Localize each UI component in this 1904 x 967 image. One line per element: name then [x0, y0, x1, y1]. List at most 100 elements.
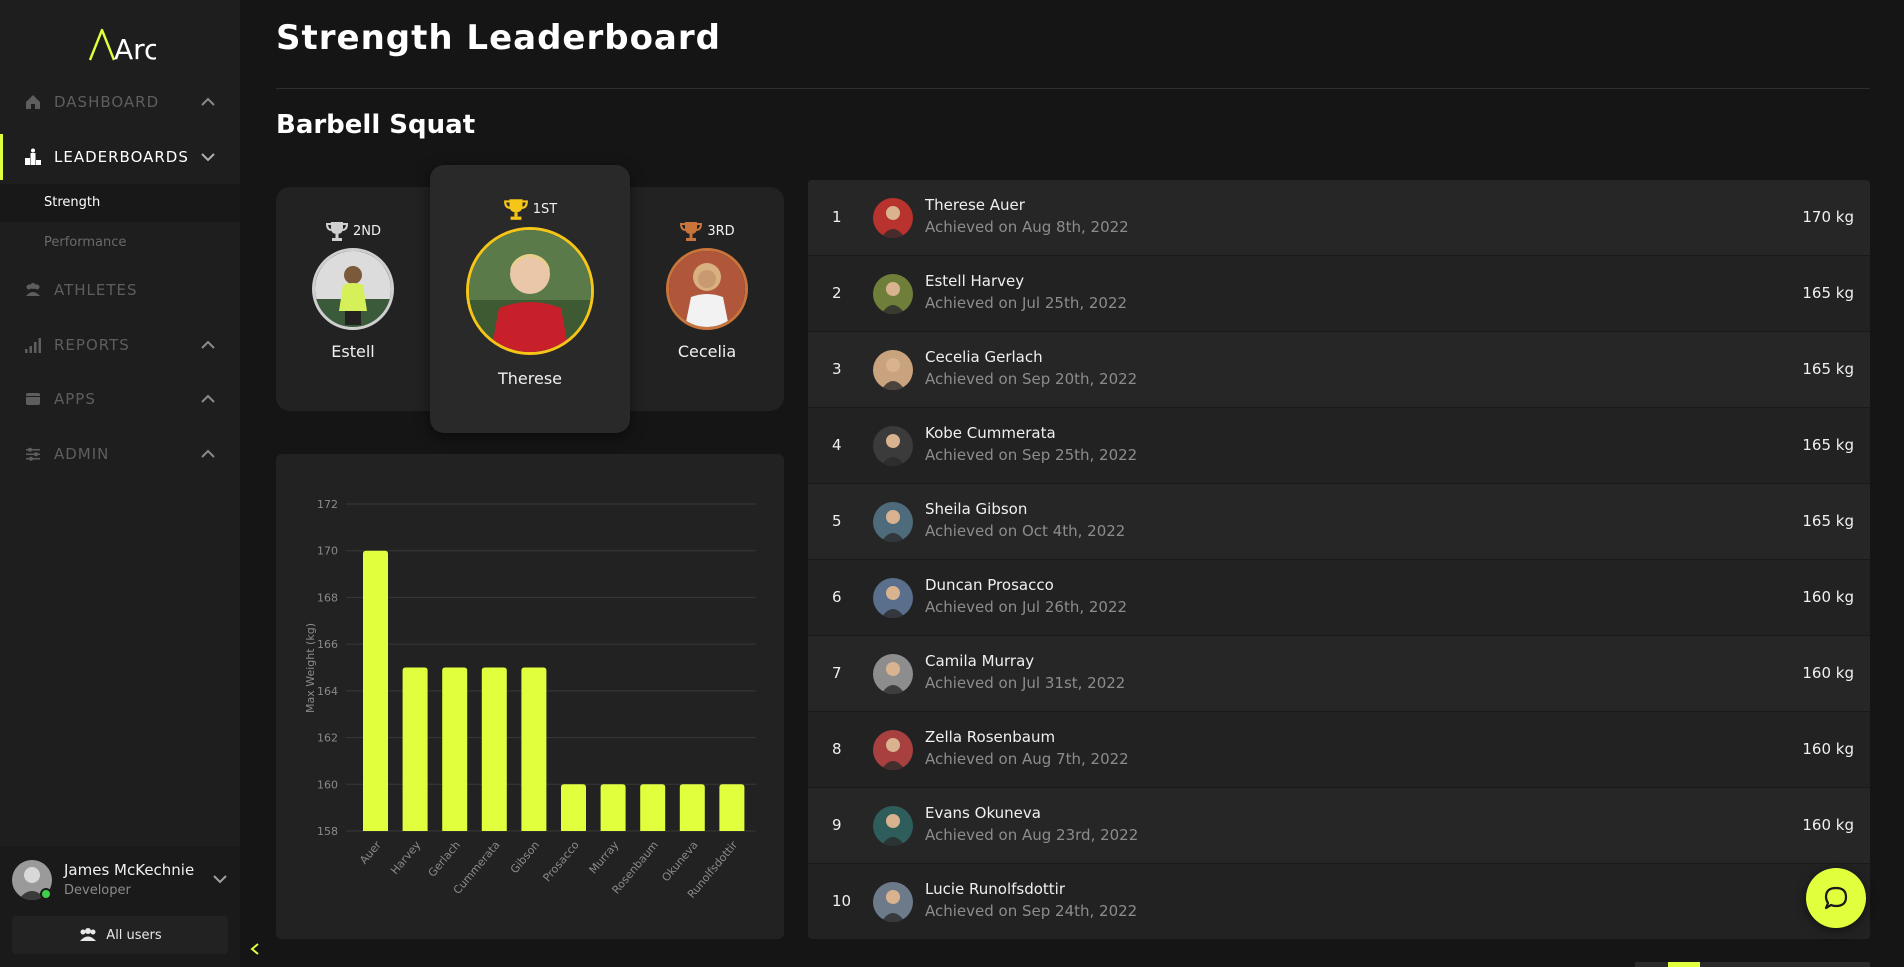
chevron-up-icon[interactable]: [200, 95, 216, 109]
leaderboard-row[interactable]: 3 Cecelia Gerlach Achieved on Sep 20th, …: [808, 332, 1870, 408]
users-icon: [26, 283, 40, 296]
leaderboard-row[interactable]: 1 Therese Auer Achieved on Aug 8th, 2022…: [808, 180, 1870, 256]
athlete-avatar[interactable]: [873, 882, 913, 922]
podium-name: Therese: [497, 369, 562, 388]
sidebar-item-admin[interactable]: Admin: [0, 434, 240, 474]
home-icon: [26, 95, 40, 109]
sidebar-item-apps[interactable]: Apps: [0, 379, 240, 419]
chart-bar[interactable]: [679, 784, 705, 831]
podium-first-card[interactable]: 1ST Therese: [430, 165, 630, 433]
chevron-down-icon[interactable]: [200, 150, 216, 164]
horizontal-scrollbar[interactable]: [1635, 962, 1870, 967]
arc-logo[interactable]: Arc: [86, 24, 159, 66]
max-weight: 165 kg: [1802, 436, 1854, 454]
athlete-name[interactable]: Lucie Runolfsdottir: [925, 880, 1066, 898]
y-tick-label: 170: [317, 545, 338, 558]
trophy-icon: [503, 199, 528, 220]
sidebar-item-reports[interactable]: Reports: [0, 325, 240, 365]
chart-bar[interactable]: [561, 784, 586, 831]
leaderboard-row[interactable]: 7 Camila Murray Achieved on Jul 31st, 20…: [808, 636, 1870, 712]
max-weight: 165 kg: [1802, 284, 1854, 302]
all-users-button[interactable]: All users: [12, 916, 228, 954]
chat-bubble-icon: [1824, 886, 1848, 910]
sidebar-collapse-button[interactable]: [244, 937, 266, 961]
athlete-avatar[interactable]: [873, 350, 913, 390]
athlete-avatar[interactable]: [873, 198, 913, 238]
sidebar-item-label: Admin: [54, 445, 110, 463]
athlete-avatar[interactable]: [873, 730, 913, 770]
row-rank: 4: [832, 436, 842, 454]
podium-second[interactable]: 2ND Estell: [292, 220, 414, 361]
chart-y-axis-label: Max Weight (kg): [304, 623, 317, 713]
athlete-avatar[interactable]: [873, 578, 913, 618]
athlete-avatar[interactable]: [873, 806, 913, 846]
chat-button[interactable]: [1806, 868, 1866, 928]
achieved-date: Achieved on Oct 4th, 2022: [925, 522, 1126, 540]
max-weight: 160 kg: [1802, 740, 1854, 758]
trophy-icon: [325, 222, 348, 241]
achieved-date: Achieved on Jul 25th, 2022: [925, 294, 1128, 312]
sidebar: Arc Dashboard Leaderboards Strength Perf…: [0, 0, 240, 967]
achieved-date: Achieved on Aug 8th, 2022: [925, 218, 1129, 236]
chevron-up-icon[interactable]: [200, 338, 216, 352]
sidebar-subitem-performance[interactable]: Performance: [0, 224, 240, 262]
chart-bar[interactable]: [442, 667, 468, 832]
y-tick-label: 168: [317, 591, 338, 604]
athlete-name[interactable]: Cecelia Gerlach: [925, 348, 1043, 366]
sidebar-item-label: Dashboard: [54, 93, 160, 111]
athlete-name[interactable]: Camila Murray: [925, 652, 1035, 670]
sidebar-subitem-strength[interactable]: Strength: [0, 184, 240, 222]
athlete-name[interactable]: Estell Harvey: [925, 272, 1025, 290]
row-rank: 3: [832, 360, 842, 378]
sidebar-item-athletes[interactable]: Athletes: [0, 270, 240, 310]
leaderboard-row[interactable]: 10 Lucie Runolfsdottir Achieved on Sep 2…: [808, 864, 1870, 939]
page-title: Strength Leaderboard: [276, 18, 721, 58]
leaderboard-row[interactable]: 9 Evans Okuneva Achieved on Aug 23rd, 20…: [808, 788, 1870, 864]
athlete-name[interactable]: Duncan Prosacco: [925, 576, 1054, 594]
chart-bar[interactable]: [402, 667, 428, 832]
athlete-name[interactable]: Zella Rosenbaum: [925, 728, 1056, 746]
podium-avatar: [312, 248, 394, 330]
chevron-down-icon[interactable]: [212, 872, 228, 886]
sidebar-item-leaderboards[interactable]: Leaderboards: [0, 134, 240, 180]
leaderboard-row[interactable]: 8 Zella Rosenbaum Achieved on Aug 7th, 2…: [808, 712, 1870, 788]
y-tick-label: 164: [317, 685, 338, 698]
chevron-up-icon[interactable]: [200, 447, 216, 461]
max-weight-chart: 158 160 162 164 166 168 170 172 Auer Harvey Gerla…: [276, 454, 784, 939]
athlete-name[interactable]: Kobe Cummerata: [925, 424, 1056, 442]
user-role: Developer: [64, 883, 131, 898]
chart-bar[interactable]: [521, 667, 547, 832]
chart-bar[interactable]: [600, 784, 626, 831]
chart-bar[interactable]: [719, 784, 745, 831]
leaderboard-list: 1 Therese Auer Achieved on Aug 8th, 2022…: [808, 180, 1870, 939]
athlete-name[interactable]: Sheila Gibson: [925, 500, 1028, 518]
chart-bar[interactable]: [481, 667, 507, 832]
row-rank: 7: [832, 664, 842, 682]
athlete-avatar[interactable]: [873, 654, 913, 694]
sidebar-item-dashboard[interactable]: Dashboard: [0, 82, 240, 122]
scrollbar-thumb[interactable]: [1668, 962, 1700, 967]
athlete-avatar[interactable]: [873, 426, 913, 466]
y-tick-label: 160: [317, 778, 338, 791]
athlete-name[interactable]: Evans Okuneva: [925, 804, 1041, 822]
x-tick-label: Murray: [587, 838, 622, 876]
athlete-avatar[interactable]: [873, 502, 913, 542]
podium-third[interactable]: 3RD Cecelia: [646, 220, 768, 361]
sidebar-item-label: Leaderboards: [54, 148, 189, 166]
leaderboard-row[interactable]: 2 Estell Harvey Achieved on Jul 25th, 20…: [808, 256, 1870, 332]
x-tick-label: Harvey: [388, 838, 424, 877]
x-tick-label: Prosacco: [541, 838, 582, 884]
athlete-name[interactable]: Therese Auer: [925, 196, 1025, 214]
max-weight: 160 kg: [1802, 816, 1854, 834]
chart-bar[interactable]: [640, 784, 666, 831]
rank-tag: 2ND: [292, 220, 414, 242]
window-icon: [26, 393, 40, 405]
leaderboard-row[interactable]: 4 Kobe Cummerata Achieved on Sep 25th, 2…: [808, 408, 1870, 484]
athlete-avatar[interactable]: [873, 274, 913, 314]
user-avatar[interactable]: [12, 860, 52, 900]
leaderboard-row[interactable]: 5 Sheila Gibson Achieved on Oct 4th, 202…: [808, 484, 1870, 560]
chevron-up-icon[interactable]: [200, 392, 216, 406]
chart-bar[interactable]: [363, 550, 388, 831]
leaderboard-row[interactable]: 6 Duncan Prosacco Achieved on Jul 26th, …: [808, 560, 1870, 636]
